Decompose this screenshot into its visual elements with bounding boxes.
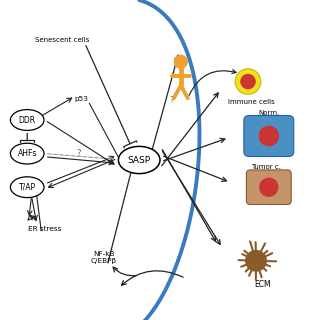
- Ellipse shape: [11, 177, 44, 198]
- Ellipse shape: [118, 147, 160, 173]
- Circle shape: [246, 251, 266, 271]
- Ellipse shape: [11, 143, 44, 164]
- Circle shape: [235, 69, 261, 94]
- Text: DDR: DDR: [19, 116, 36, 124]
- Text: Norm.: Norm.: [258, 110, 279, 116]
- Circle shape: [174, 55, 187, 68]
- Text: T/AP: T/AP: [19, 183, 36, 192]
- Circle shape: [260, 178, 278, 196]
- Text: Senescent cells: Senescent cells: [35, 37, 90, 43]
- Text: ER stress: ER stress: [28, 226, 61, 232]
- Text: AHFs: AHFs: [18, 149, 37, 158]
- FancyBboxPatch shape: [244, 116, 294, 156]
- FancyBboxPatch shape: [246, 170, 291, 204]
- Circle shape: [241, 75, 255, 89]
- Text: Immune cells: Immune cells: [228, 100, 275, 105]
- Text: p53: p53: [75, 96, 89, 102]
- Text: ?: ?: [76, 149, 81, 158]
- Text: SASP: SASP: [128, 156, 151, 164]
- Text: NF-kB
C/EBPβ: NF-kB C/EBPβ: [91, 251, 117, 264]
- Text: ?: ?: [169, 96, 173, 105]
- Ellipse shape: [11, 109, 44, 131]
- Text: Tumor c.: Tumor c.: [251, 164, 281, 170]
- Circle shape: [259, 126, 278, 146]
- Text: ECM: ECM: [254, 280, 271, 289]
